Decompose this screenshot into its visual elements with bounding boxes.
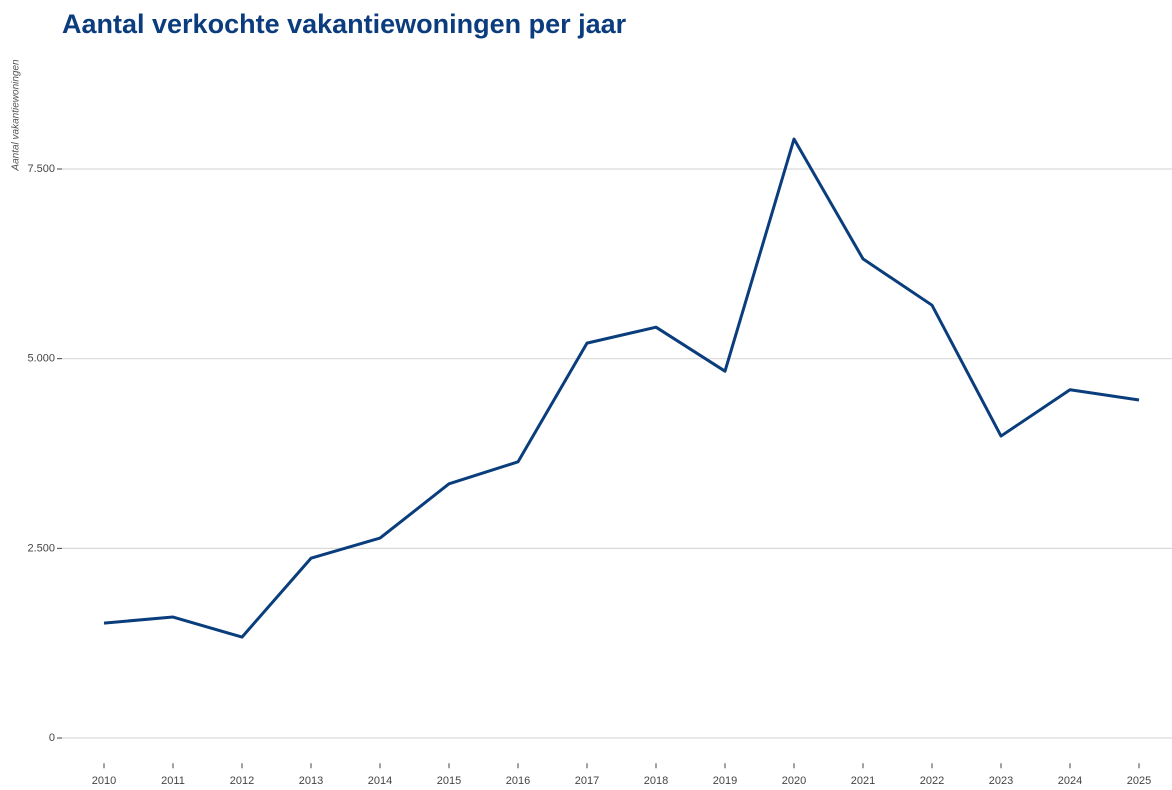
x-tick-label: 2022 <box>920 775 944 787</box>
y-tick-label: 0 <box>49 732 55 744</box>
x-tick-label: 2017 <box>575 775 599 787</box>
y-tick-label: 5.000 <box>27 353 55 365</box>
x-tick-label: 2018 <box>644 775 668 787</box>
chart-title: Aantal verkochte vakantiewoningen per ja… <box>62 9 627 39</box>
x-tick-label: 2010 <box>92 775 116 787</box>
x-tick-label: 2020 <box>782 775 806 787</box>
x-tick-label: 2021 <box>851 775 875 787</box>
x-tick-label: 2019 <box>713 775 737 787</box>
y-tick-label: 2.500 <box>27 542 55 554</box>
x-tick-label: 2015 <box>437 775 461 787</box>
x-tick-label: 2013 <box>299 775 323 787</box>
x-tick-label: 2024 <box>1058 775 1082 787</box>
y-axis-label: Aantal vakantiewoningen <box>11 59 22 172</box>
x-tick-label: 2025 <box>1127 775 1151 787</box>
y-tick-label: 7.500 <box>27 163 55 175</box>
x-tick-label: 2014 <box>368 775 392 787</box>
x-tick-label: 2011 <box>161 775 185 787</box>
x-tick-label: 2023 <box>989 775 1013 787</box>
x-tick-label: 2012 <box>230 775 254 787</box>
x-tick-label: 2016 <box>506 775 530 787</box>
line <box>103 137 1140 639</box>
